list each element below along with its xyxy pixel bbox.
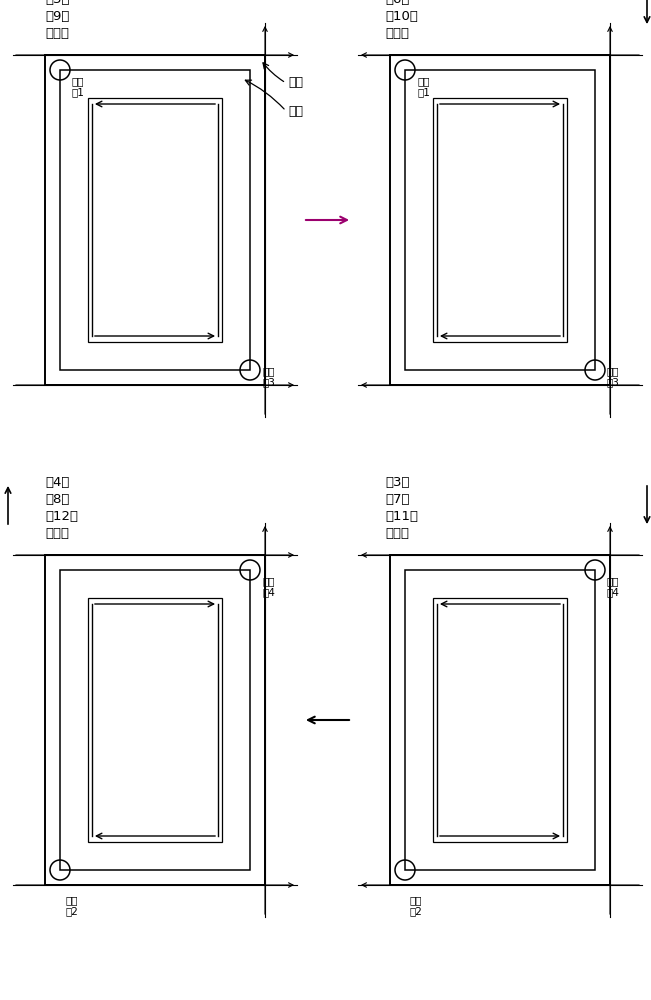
Text: 起弧
点1: 起弧 点1 <box>417 76 430 98</box>
Bar <box>60 570 250 870</box>
Text: 外道: 外道 <box>288 77 303 90</box>
Bar <box>45 555 265 885</box>
Bar <box>433 598 567 842</box>
Text: 起弧
点4: 起弧 点4 <box>262 576 275 598</box>
Text: 第3层
第7层
第11层
、、、: 第3层 第7层 第11层 、、、 <box>385 476 418 540</box>
Text: 第4层
第8层
第12层
、、、: 第4层 第8层 第12层 、、、 <box>45 476 78 540</box>
Bar <box>405 570 595 870</box>
Text: 第2层
第6层
第10层
、、、: 第2层 第6层 第10层 、、、 <box>385 0 418 40</box>
Bar <box>405 70 595 370</box>
Text: 起弧
点3: 起弧 点3 <box>607 366 620 388</box>
Bar <box>45 55 265 385</box>
Bar <box>88 598 222 842</box>
Text: 第1层
第5层
第9层
、、、: 第1层 第5层 第9层 、、、 <box>45 0 70 40</box>
Bar <box>88 98 222 342</box>
Text: 起弧
点2: 起弧 点2 <box>65 895 78 917</box>
Bar <box>60 70 250 370</box>
Text: 起弧
点4: 起弧 点4 <box>607 576 620 598</box>
Text: 起弧
点2: 起弧 点2 <box>410 895 423 917</box>
Text: 内道: 内道 <box>288 105 303 118</box>
Text: 起弧
点1: 起弧 点1 <box>72 76 85 98</box>
Bar <box>433 98 567 342</box>
Bar <box>390 55 610 385</box>
Text: 起弧
点3: 起弧 点3 <box>262 366 275 388</box>
Bar <box>390 555 610 885</box>
